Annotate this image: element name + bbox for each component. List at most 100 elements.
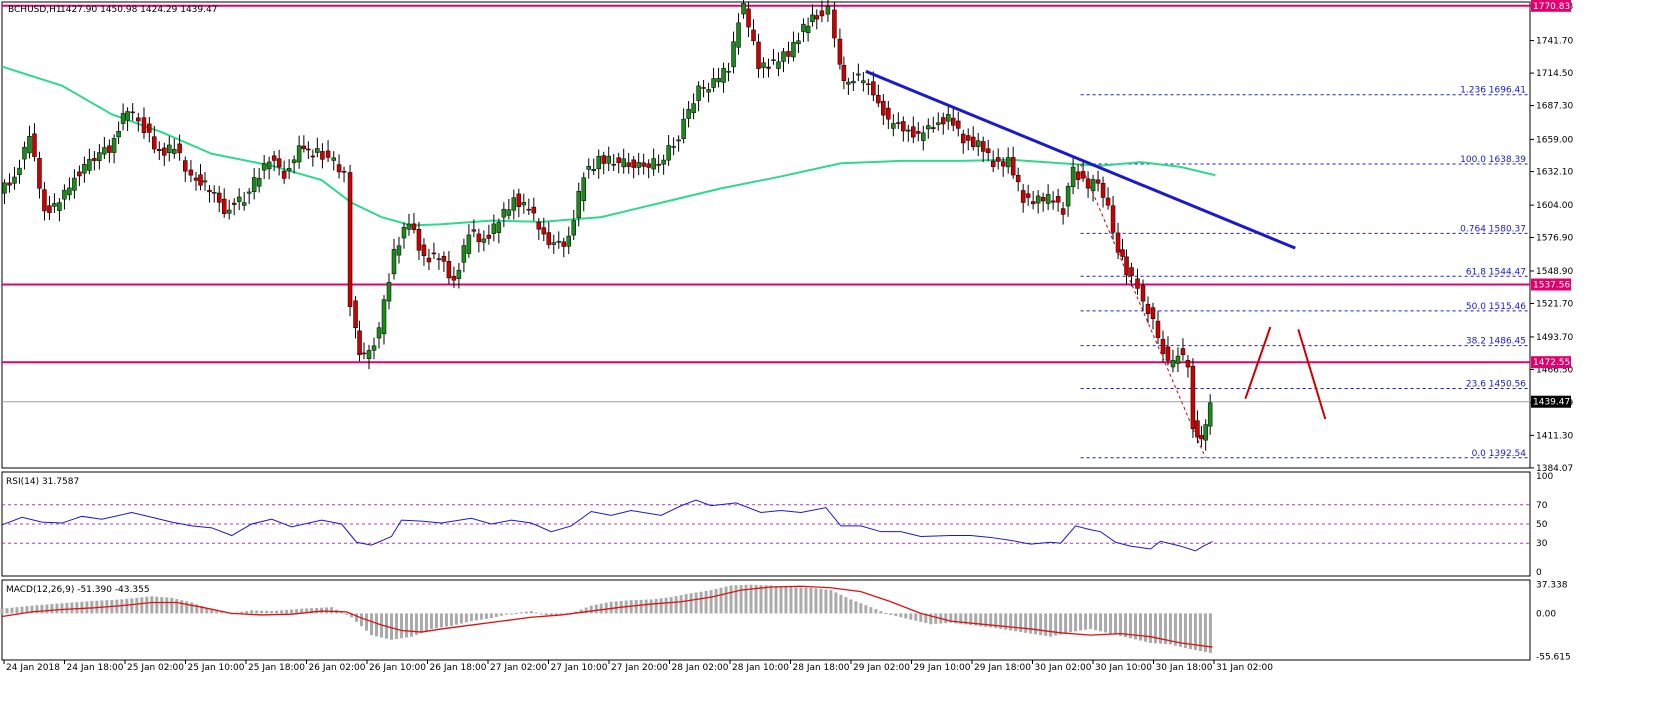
candle-body[interactable] [960,133,966,144]
candle-body[interactable] [911,126,916,138]
candle-body[interactable] [616,157,621,163]
candle-body[interactable] [12,176,17,184]
candle-body[interactable] [301,145,307,150]
candle-body[interactable] [353,300,358,328]
candle-body[interactable] [561,241,567,247]
candle-body[interactable] [636,162,641,168]
candle-body[interactable] [711,78,716,88]
candle-body[interactable] [916,131,921,134]
candle-body[interactable] [72,177,77,191]
candle-body[interactable] [581,177,586,201]
candle-body[interactable] [1080,171,1086,179]
candle-body[interactable] [546,232,552,245]
candle-body[interactable] [22,146,27,160]
candle-body[interactable] [1010,157,1016,176]
candle-body[interactable] [1195,420,1200,438]
candle-body[interactable] [832,9,837,39]
candle-body[interactable] [1185,360,1191,368]
candle-body[interactable] [721,67,726,83]
candle-body[interactable] [985,148,991,153]
candle-body[interactable] [965,135,971,141]
candle-body[interactable] [236,196,242,202]
candle-body[interactable] [866,83,871,86]
candle-body[interactable] [771,59,776,61]
candle-body[interactable] [611,163,616,166]
candle-body[interactable] [926,125,931,130]
candle-body[interactable] [1030,201,1036,205]
candle-body[interactable] [226,209,232,214]
candle-body[interactable] [120,113,126,124]
candle-body[interactable] [716,78,721,83]
candle-body[interactable] [371,345,377,351]
candle-body[interactable] [946,114,951,122]
candle-body[interactable] [231,202,237,205]
candle-body[interactable] [57,202,62,211]
candle-body[interactable] [776,61,781,69]
candle-body[interactable] [193,177,199,181]
candle-body[interactable] [361,352,367,355]
candle-body[interactable] [751,29,756,42]
candle-body[interactable] [82,164,87,174]
candle-body[interactable] [1015,174,1021,183]
candle-body[interactable] [1090,179,1096,192]
candle-body[interactable] [955,120,961,129]
candle-body[interactable] [211,192,217,194]
candle-body[interactable] [1165,346,1171,361]
candle-body[interactable] [42,189,47,212]
candle-body[interactable] [1100,183,1106,198]
candle-body[interactable] [92,158,97,161]
candle-body[interactable] [476,233,482,243]
candle-body[interactable] [516,193,522,207]
candle-body[interactable] [1085,178,1091,189]
candle-body[interactable] [162,147,167,156]
candle-body[interactable] [975,140,981,147]
candle-body[interactable] [791,42,796,58]
candle-body[interactable] [52,203,57,207]
candle-body[interactable] [296,145,302,163]
candle-body[interactable] [1005,157,1011,168]
candle-body[interactable] [336,164,342,173]
candle-body[interactable] [386,282,392,302]
candle-body[interactable] [819,10,825,17]
candle-body[interactable] [1045,194,1051,204]
candle-body[interactable] [1175,355,1181,364]
candle-body[interactable] [446,261,452,279]
candle-body[interactable] [536,221,542,230]
candle-body[interactable] [436,258,442,260]
candle-body[interactable] [441,256,447,262]
candle-body[interactable] [805,25,811,34]
candle-body[interactable] [1000,161,1006,167]
candle-body[interactable] [1060,208,1066,215]
candle-body[interactable] [1190,365,1196,429]
candle-body[interactable] [706,89,711,93]
candle-body[interactable] [556,240,562,243]
candle-body[interactable] [2,182,7,194]
candle-body[interactable] [411,223,417,230]
macd-pane[interactable]: 37.338 0.00 -55.615 MACD(12,26,9) -51.390 -… [0,579,1571,663]
candle-body[interactable] [461,245,467,263]
bearish-trendline[interactable] [865,69,1296,250]
candle-body[interactable] [666,145,671,161]
candle-body[interactable] [271,155,277,161]
candle-body[interactable] [141,117,147,133]
candle-body[interactable] [941,117,946,125]
rsi-pane[interactable]: 0 30 50 70 100 RSI(14) 31.7587 [1,471,1553,578]
candle-body[interactable] [746,8,751,28]
candle-body[interactable] [651,158,656,170]
candle-body[interactable] [1140,285,1146,302]
candle-body[interactable] [325,150,331,158]
candle-body[interactable] [691,103,696,114]
candle-body[interactable] [726,70,731,73]
candle-body[interactable] [416,228,422,251]
candle-body[interactable] [347,172,353,307]
candle-body[interactable] [1050,200,1056,203]
candle-body[interactable] [1145,303,1151,315]
candle-body[interactable] [781,51,786,62]
candle-body[interactable] [202,180,208,183]
candle-body[interactable] [1170,360,1176,368]
candle-body[interactable] [331,157,336,161]
candle-body[interactable] [1055,196,1061,203]
candle-body[interactable] [681,118,686,139]
candle-body[interactable] [631,159,636,168]
candle-body[interactable] [871,81,876,96]
